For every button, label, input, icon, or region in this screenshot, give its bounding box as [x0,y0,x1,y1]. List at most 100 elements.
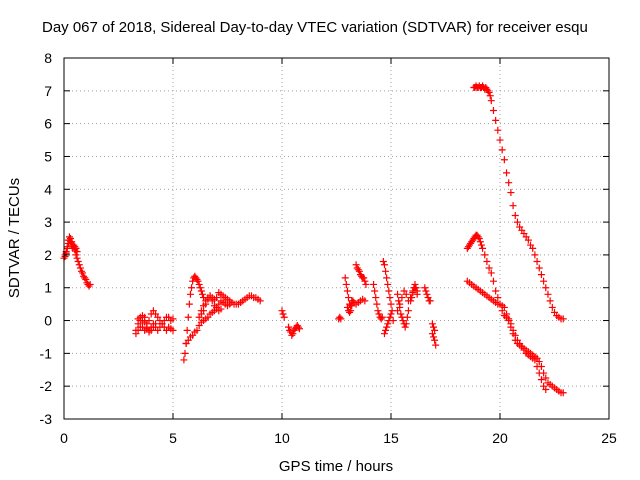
chart-title: Day 067 of 2018, Sidereal Day-to-day VTE… [42,19,588,36]
data-point [403,313,411,321]
series-arc-13h-c [352,261,370,288]
data-point [509,202,517,210]
data-point [193,326,201,334]
grid [64,58,609,419]
data-point [507,189,515,197]
data-point [73,254,81,262]
data-point [375,310,383,318]
data-point [401,323,409,331]
data-point [65,233,73,241]
series-arc-4h-c [134,312,160,336]
data-point [394,290,402,298]
data-point [486,92,494,100]
data-point [289,330,297,338]
data-point [371,287,379,295]
data-point [67,235,75,242]
series-arc-6h-low [182,297,234,348]
data-point [474,233,482,241]
data-point [213,294,221,302]
series-arc-7h-b [195,292,225,321]
data-point [529,244,537,252]
data-point [426,297,434,305]
axis-ticks [63,57,610,420]
data-point [431,326,439,334]
series-arc-16h [407,280,421,305]
data-point [540,277,548,285]
data-point [385,287,393,295]
data-point [75,261,83,269]
data-point [524,236,532,244]
data-point [402,290,410,298]
data-point [342,280,350,288]
data-point [361,277,369,285]
data-point [395,297,403,305]
data-point [373,300,381,308]
data-point [387,310,395,318]
data-point [379,257,387,265]
data-point [546,297,554,305]
data-point [511,331,519,339]
y-tick-label: 2 [44,247,52,263]
x-tick-label: 15 [383,430,399,446]
data-point [398,294,406,302]
data-point [535,369,543,377]
data-point [498,146,506,154]
data-point [535,264,543,272]
data-point [285,323,293,331]
y-tick-label: 1 [44,280,52,296]
x-tick-label: 5 [169,430,177,446]
series-arc-13h-b [343,297,357,316]
data-point [386,294,394,302]
data-point [397,310,405,318]
series-arc-14h [370,280,386,323]
data-point [278,307,286,315]
data-point [412,284,420,292]
data-point [492,287,500,295]
data-point [372,294,380,302]
data-point [348,302,356,310]
data-point [77,267,85,275]
data-point [180,356,188,364]
data-point [507,320,515,328]
data-point [349,297,357,305]
data-point [559,315,567,323]
data-point [361,297,369,305]
y-tick-label: 0 [44,313,52,329]
data-point [152,320,160,328]
data-point [533,362,541,370]
data-point [383,274,391,282]
data-point [280,313,288,321]
data-point [295,325,303,333]
data-point [407,297,415,305]
data-point [542,374,550,382]
data-point [336,313,344,321]
data-point [511,212,519,220]
data-point [432,341,440,349]
data-point [374,307,382,315]
data-point [496,300,504,308]
y-tick-label: 5 [44,148,52,164]
data-point [387,300,395,308]
y-tick-label: 3 [44,214,52,230]
data-point [136,323,144,331]
data-point [72,244,80,252]
data-point [380,330,388,338]
data-point [503,169,511,177]
data-point [63,243,71,251]
data-point [193,276,201,284]
data-point [197,287,205,295]
data-point [341,274,349,282]
data-point [185,300,193,308]
series-arc-4h-b [132,313,177,338]
data-points [60,82,567,397]
data-point [79,269,87,277]
x-axis-label: GPS time / hours [279,458,393,475]
data-point [217,305,225,313]
data-point [484,87,492,95]
data-point [76,264,84,272]
series-arc-17h-b [428,320,439,334]
data-point [347,307,355,315]
series-arc-17h [428,330,440,349]
data-point [548,303,556,311]
data-point [489,277,497,285]
